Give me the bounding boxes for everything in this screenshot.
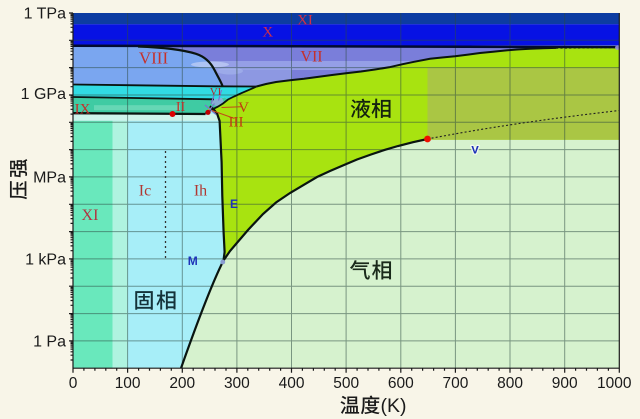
svg-text:M: M [188, 254, 198, 268]
svg-text:200: 200 [169, 375, 195, 392]
svg-text:300: 300 [224, 375, 250, 392]
svg-text:1000: 1000 [597, 375, 632, 392]
svg-text:VII: VII [300, 49, 322, 66]
svg-text:700: 700 [442, 375, 468, 392]
svg-text:0: 0 [69, 375, 78, 392]
svg-text:XI: XI [297, 13, 313, 29]
svg-text:1 Pa: 1 Pa [33, 334, 66, 351]
svg-text:VI: VI [210, 86, 222, 98]
svg-text:V: V [238, 100, 249, 116]
svg-text:500: 500 [333, 375, 359, 392]
svg-text:XI: XI [82, 207, 99, 224]
svg-text:E: E [230, 197, 238, 211]
svg-text:(K): (K) [381, 395, 407, 417]
svg-text:MPa: MPa [33, 170, 66, 187]
svg-text:V: V [471, 144, 479, 156]
svg-text:1 GPa: 1 GPa [21, 86, 66, 103]
svg-text:900: 900 [552, 375, 578, 392]
svg-text:Ic: Ic [139, 183, 151, 200]
svg-text:X: X [262, 25, 273, 41]
svg-text:Ih: Ih [194, 183, 207, 200]
svg-text:800: 800 [497, 375, 523, 392]
svg-text:600: 600 [388, 375, 414, 392]
svg-text:1 kPa: 1 kPa [25, 252, 66, 269]
svg-text:II: II [176, 100, 186, 115]
svg-text:1 TPa: 1 TPa [24, 6, 67, 23]
svg-text:V: V [471, 144, 479, 156]
svg-text:III: III [229, 115, 244, 131]
svg-text:IX: IX [75, 102, 91, 118]
svg-text:100: 100 [115, 375, 141, 392]
svg-text:VIII: VIII [139, 49, 169, 68]
svg-text:400: 400 [279, 375, 305, 392]
